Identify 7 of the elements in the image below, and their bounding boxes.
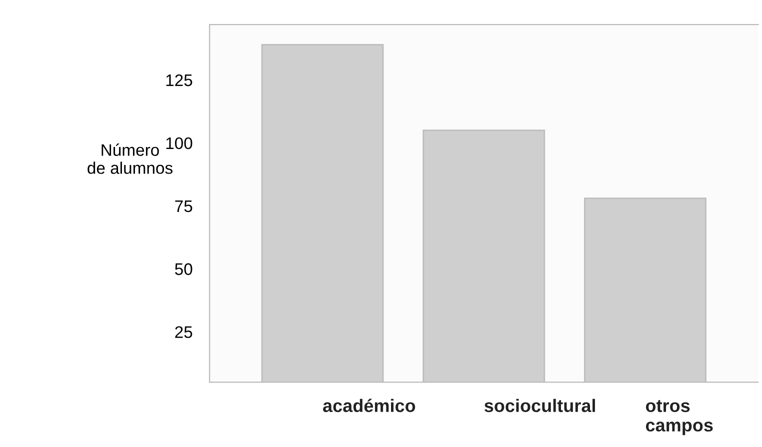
y-tick-label: 50 [175,263,192,276]
y-tick-label: 75 [175,200,192,212]
y-tick-label: 25 [175,326,192,338]
x-tick-label: otros campos [646,400,713,436]
x-tick-label: sociocultural [484,398,595,412]
y-tick-label: 125 [166,74,192,86]
x-tick-label: académico [323,398,416,412]
